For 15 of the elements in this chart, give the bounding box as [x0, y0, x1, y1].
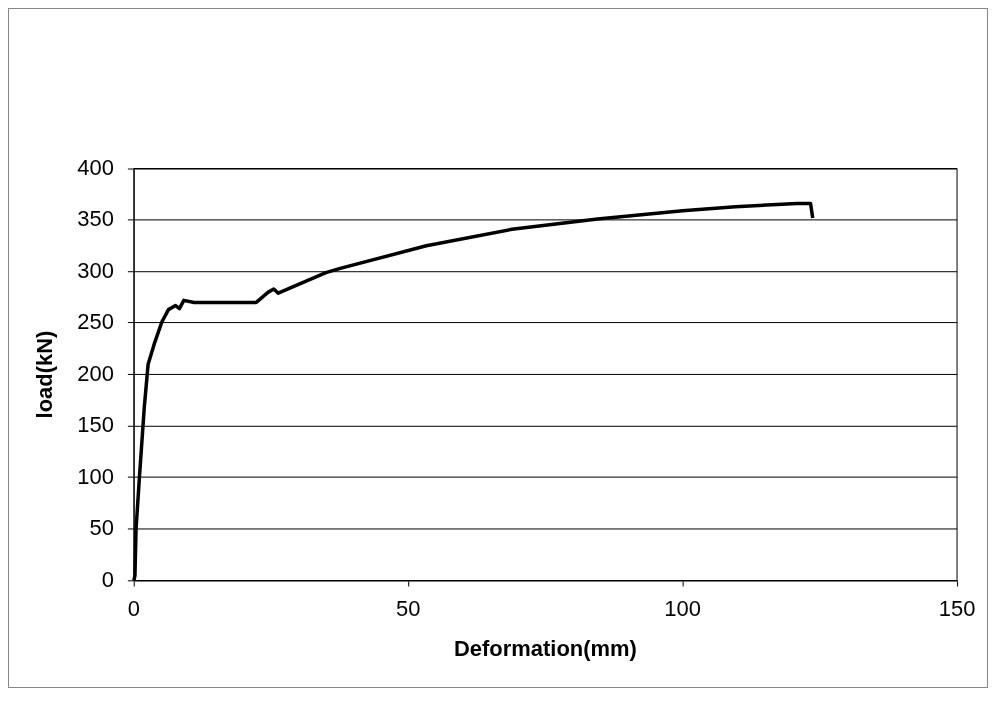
y-tick-label: 300: [77, 257, 114, 283]
y-tick-label: 400: [77, 154, 114, 180]
y-tick-label: 150: [77, 412, 114, 438]
y-axis-title: load(kN): [32, 330, 58, 419]
y-tick-label: 200: [77, 360, 114, 386]
x-tick-label: 150: [938, 595, 976, 621]
y-tick-label: 250: [77, 309, 114, 335]
y-tick-label: 0: [101, 566, 114, 592]
x-tick-label: 100: [664, 595, 701, 621]
x-axis-title: Deformation(mm): [454, 635, 637, 661]
y-tick-label: 100: [77, 463, 114, 489]
x-tick-label: 50: [396, 595, 421, 621]
y-tick-label: 350: [77, 206, 114, 232]
y-tick-label: 50: [89, 515, 114, 541]
x-tick-label: 0: [127, 595, 140, 621]
